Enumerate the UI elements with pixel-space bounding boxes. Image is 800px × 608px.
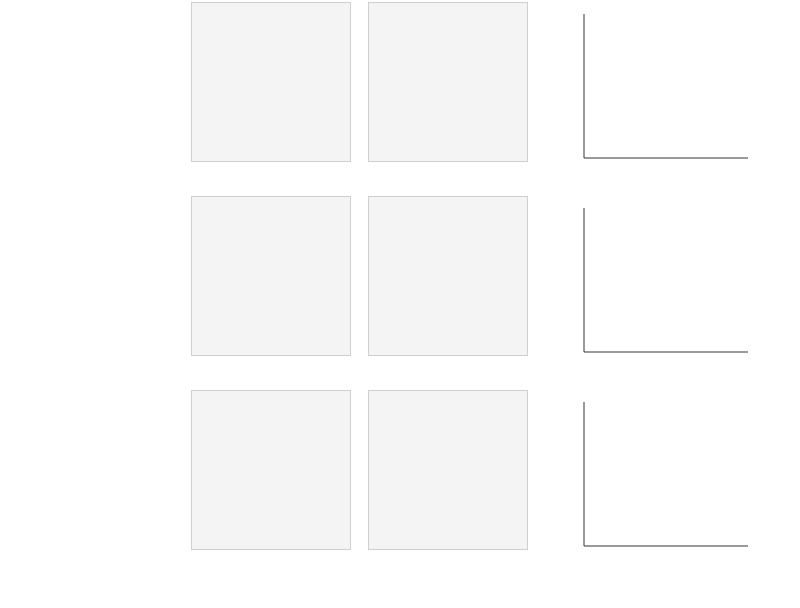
halftone-panel — [191, 2, 351, 162]
radial-plot-svg — [583, 208, 748, 353]
spectrum-panel — [368, 390, 528, 550]
radial-plot — [538, 390, 758, 576]
radial-plot — [538, 2, 758, 188]
halftone-panel — [191, 390, 351, 550]
spectrum-panel — [368, 196, 528, 356]
spectrum-panel — [368, 2, 528, 162]
halftone-panel — [191, 196, 351, 356]
radial-plot-svg — [583, 402, 748, 547]
radial-plot — [538, 196, 758, 382]
radial-plot-svg — [583, 14, 748, 159]
